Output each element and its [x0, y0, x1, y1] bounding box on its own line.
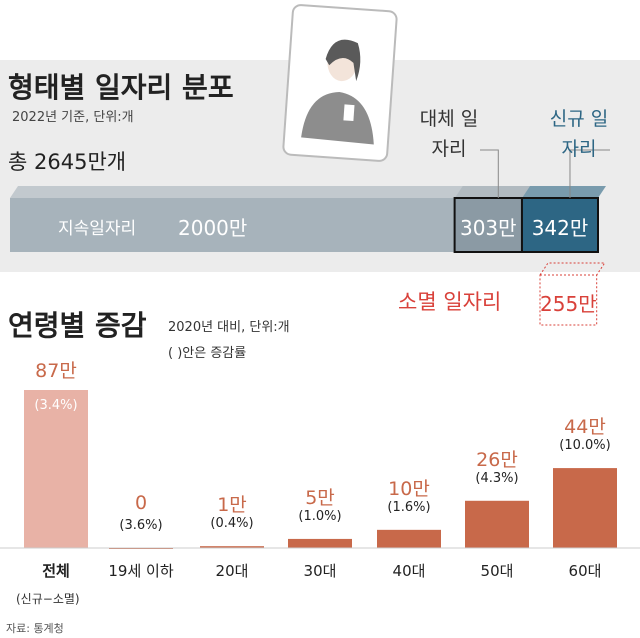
rate-label: (3.6%) — [119, 518, 163, 533]
x-tick-label: 전체 — [42, 562, 70, 580]
value-label: 44만 — [564, 416, 606, 439]
value-label: 87만 — [35, 360, 77, 382]
bar — [24, 390, 88, 548]
chart-subtitle: 2020년 대비, 단위:개 — [168, 320, 290, 335]
chart-title: 연령별 증감 — [8, 309, 147, 342]
value-label: 5만 — [305, 486, 335, 509]
x-tick-label: 19세 이하 — [108, 562, 174, 580]
x-tick-label: 40대 — [392, 562, 426, 580]
legend-connector — [569, 149, 610, 198]
value-label: 303만 — [459, 216, 517, 240]
chart-note: ( )안은 증감률 — [168, 346, 247, 361]
series-name: 지속일자리 — [58, 219, 137, 239]
value-label: 2000만 — [178, 216, 248, 240]
chart-subtitle: 2022년 기준, 단위:개 — [12, 110, 134, 125]
removed-box — [539, 274, 598, 326]
value-label: 1만 — [217, 494, 247, 517]
bar — [377, 529, 441, 548]
bar-segment — [520, 197, 599, 253]
annotation: 총 2645만개 — [8, 150, 127, 174]
legend-label: 대체 일자리 — [419, 108, 479, 160]
removed-name: 소멸 일자리 — [398, 290, 502, 314]
removed-value: 255만 — [540, 292, 597, 316]
phone-illustration — [282, 4, 398, 162]
x-tick-label: 60대 — [568, 562, 602, 580]
value-label: 10만 — [388, 477, 430, 500]
legend-connector — [480, 149, 499, 198]
bar — [288, 538, 352, 548]
value-label: 342만 — [531, 216, 589, 240]
bar — [465, 500, 529, 548]
chart-title: 형태별 일자리 분포 — [8, 71, 234, 104]
x-tick-label: 30대 — [303, 562, 337, 580]
source: 자료: 통계청 — [6, 622, 64, 635]
rate-label: (1.6%) — [387, 499, 431, 515]
x-tick-label: 50대 — [480, 562, 514, 580]
x-tick-label: 20대 — [215, 562, 249, 580]
bar-top — [454, 186, 530, 198]
bar-top — [10, 186, 463, 198]
rate-label: (1.0%) — [298, 508, 342, 524]
rate-label: (3.4%) — [34, 398, 78, 413]
bar-segment — [10, 198, 455, 252]
legend-label: 신규 일자리 — [549, 108, 609, 160]
category-note: (신규−소멸) — [16, 592, 80, 606]
bar — [200, 546, 264, 548]
rate-label: (10.0%) — [559, 438, 611, 454]
value-label: 26만 — [476, 448, 518, 471]
value-label: 0 — [134, 492, 148, 514]
rate-label: (0.4%) — [210, 516, 254, 532]
rate-label: (4.3%) — [475, 470, 519, 486]
bar-top — [521, 186, 606, 198]
bar — [553, 468, 617, 548]
